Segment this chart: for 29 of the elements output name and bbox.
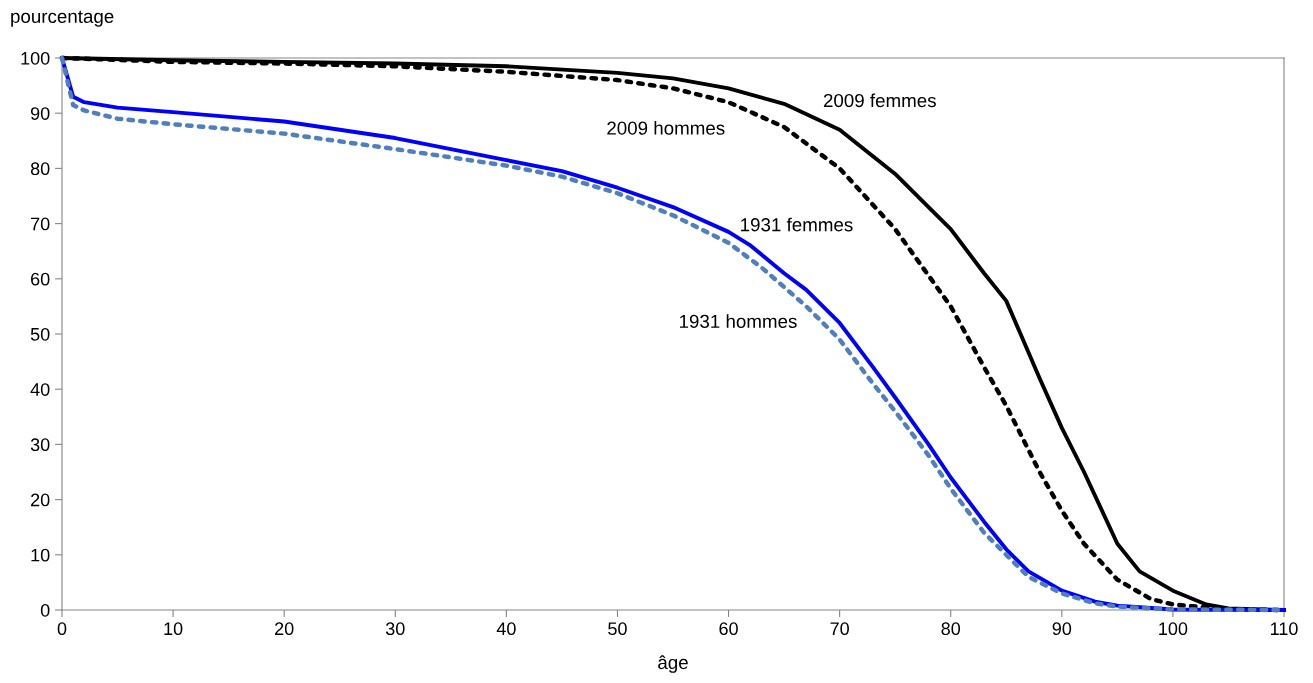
x-tick-label: 20 [275, 622, 294, 636]
y-tick-label: 100 [21, 51, 50, 65]
x-axis-title: âge [658, 655, 688, 673]
y-tick-label: 30 [30, 438, 50, 452]
series-label: 2009 femmes [823, 93, 936, 108]
y-tick-label: 10 [31, 548, 50, 562]
x-tick-label: 0 [57, 622, 67, 636]
y-tick-label: 50 [30, 327, 50, 341]
y-tick-label: 70 [31, 217, 50, 231]
x-tick-label: 70 [830, 622, 849, 636]
y-tick-label: 40 [30, 383, 50, 396]
x-tick-label: 100 [1159, 622, 1188, 636]
series-label: 1931 femmes [741, 217, 853, 232]
x-tick-label: 80 [941, 622, 961, 636]
x-tick-label: 50 [608, 622, 627, 636]
y-tick-label: 0 [40, 603, 50, 617]
x-tick-label: 10 [164, 622, 183, 636]
y-tick-label: 60 [31, 272, 50, 286]
y-tick-label: 90 [30, 107, 50, 120]
series-label: 1931 hommes [679, 314, 797, 328]
y-tick-label: 20 [31, 493, 50, 507]
x-tick-label: 60 [719, 622, 738, 636]
y-tick-label: 80 [30, 162, 50, 176]
x-tick-label: 40 [496, 622, 516, 636]
x-tick-label: 30 [385, 622, 405, 636]
series-label: 2009 hommes [607, 121, 725, 135]
x-tick-label: 110 [1270, 622, 1298, 636]
y-axis-title: pourcentage [11, 10, 114, 27]
x-tick-label: 90 [1052, 622, 1072, 636]
